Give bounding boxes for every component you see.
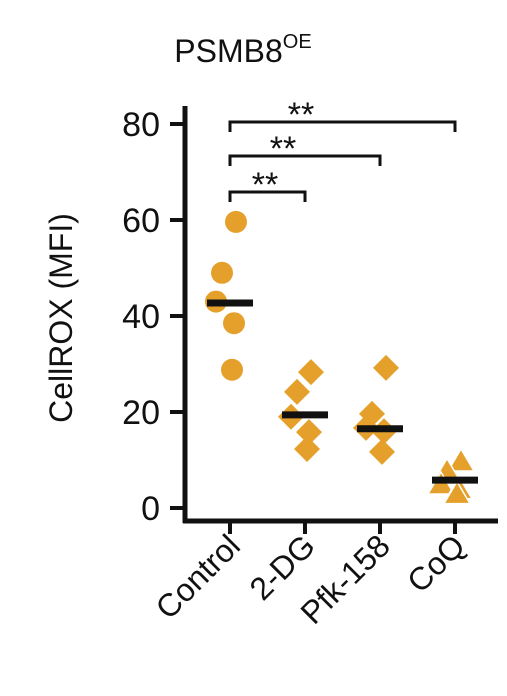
data-point [294,435,320,462]
data-point [284,378,310,405]
y-tick-label: 20 [122,394,160,432]
data-point [369,438,395,465]
y-axis-label: CellROX (MFI) [43,213,79,423]
y-tick-label: 0 [141,490,160,528]
y-tick-label: 60 [122,202,160,240]
data-point [373,354,399,381]
significance-bracket [228,120,457,132]
data-point [223,312,245,335]
data-point [211,261,233,284]
significance-label: ** [270,130,296,168]
data-point [296,419,322,446]
x-tick-label: Control [149,527,247,625]
title-superscript: OE [283,31,312,53]
x-tick-label: CoQ [400,527,472,599]
significance-label: ** [252,166,278,204]
data-point [221,358,243,381]
data-point [298,359,324,386]
data-point [442,480,472,505]
y-tick-label: 80 [122,106,160,144]
y-tick-label: 40 [122,298,160,336]
chart-title: PSMB8OE [174,31,311,69]
title-main: PSMB8 [174,33,282,69]
significance-label: ** [288,96,314,134]
significance-bracket [228,154,382,166]
data-point [446,447,476,472]
significance-bracket [228,190,307,202]
data-point [225,210,247,233]
